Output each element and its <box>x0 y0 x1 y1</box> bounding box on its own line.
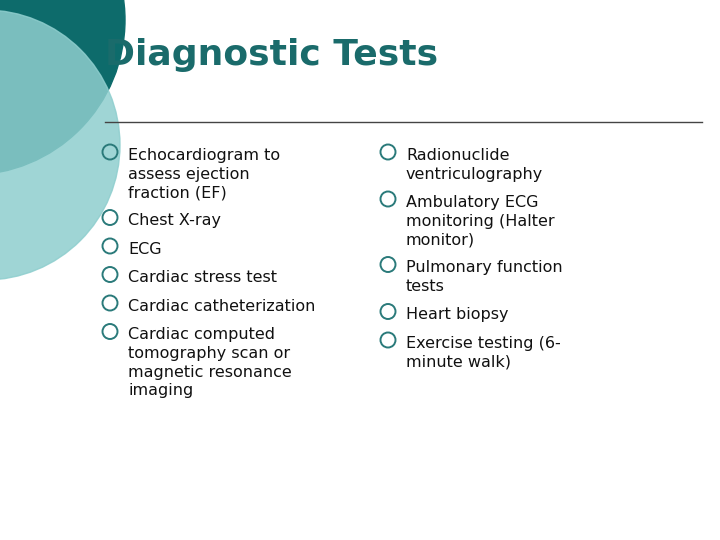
Circle shape <box>0 0 125 175</box>
Text: Heart biopsy: Heart biopsy <box>406 307 508 322</box>
Text: Cardiac catheterization: Cardiac catheterization <box>128 299 315 314</box>
Text: Diagnostic Tests: Diagnostic Tests <box>105 38 438 72</box>
Text: Echocardiogram to
assess ejection
fraction (EF): Echocardiogram to assess ejection fracti… <box>128 148 280 200</box>
Circle shape <box>0 10 120 280</box>
Text: Radionuclide
ventriculography: Radionuclide ventriculography <box>406 148 544 181</box>
Text: Cardiac computed
tomography scan or
magnetic resonance
imaging: Cardiac computed tomography scan or magn… <box>128 327 292 399</box>
Text: Exercise testing (6-
minute walk): Exercise testing (6- minute walk) <box>406 336 561 369</box>
Text: Chest X-ray: Chest X-ray <box>128 213 221 228</box>
Text: Pulmonary function
tests: Pulmonary function tests <box>406 260 562 294</box>
Text: ECG: ECG <box>128 242 161 257</box>
Text: Ambulatory ECG
monitoring (Halter
monitor): Ambulatory ECG monitoring (Halter monito… <box>406 195 554 247</box>
Text: Cardiac stress test: Cardiac stress test <box>128 271 277 286</box>
